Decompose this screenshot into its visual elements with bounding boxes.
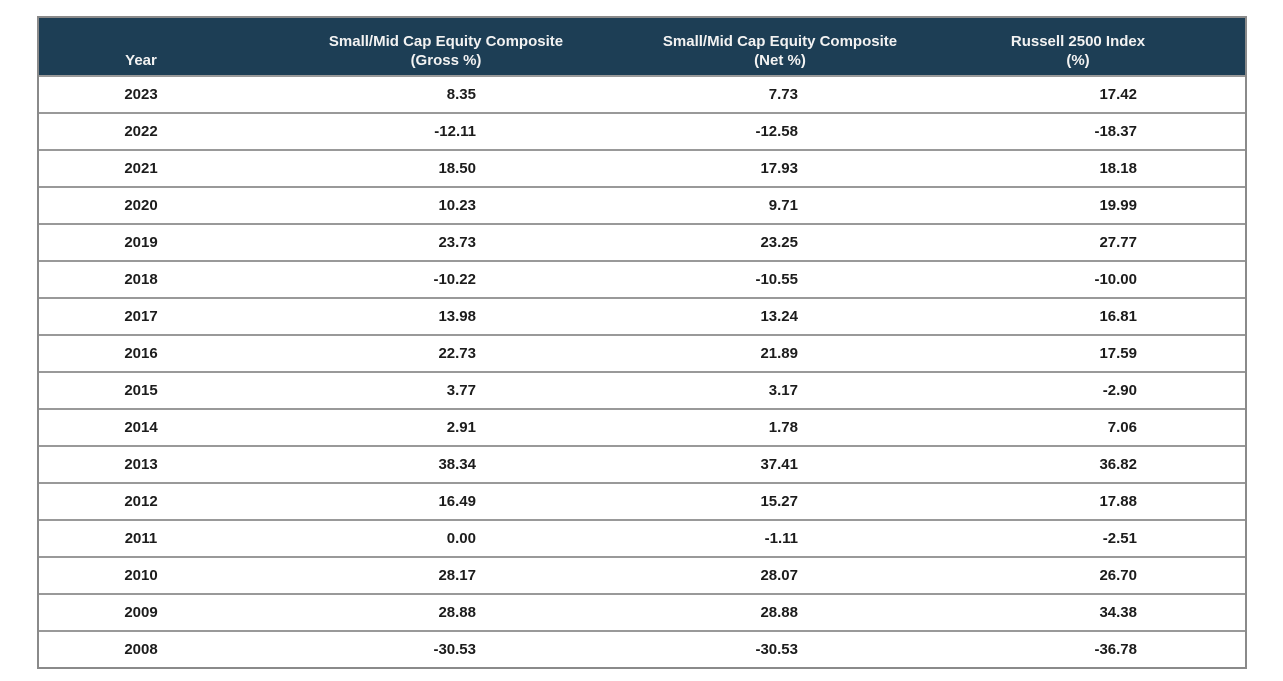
index-return-cell: 26.70 (1099, 567, 1137, 584)
column-header-net: Small/Mid Cap Equity Composite (Net %) (649, 18, 911, 75)
index-return-cell: 19.99 (1099, 197, 1137, 214)
table-row: 2021 18.50 17.93 18.18 (39, 149, 1245, 186)
column-header-year: Year (39, 18, 243, 75)
index-return-cell: -2.51 (1102, 530, 1137, 547)
year-cell: 2010 (124, 567, 158, 584)
table-row: 2010 28.17 28.07 26.70 (39, 556, 1245, 593)
year-cell: 2023 (124, 86, 158, 103)
year-cell: 2012 (124, 493, 158, 510)
gross-return-cell: -30.53 (433, 641, 476, 658)
column-header-line1: Russell 2500 Index (1010, 33, 1146, 50)
index-return-cell: 36.82 (1099, 456, 1137, 473)
net-return-cell: 23.25 (760, 234, 798, 251)
index-return-cell: -18.37 (1094, 123, 1137, 140)
table-row: 2012 16.49 15.27 17.88 (39, 482, 1245, 519)
table-row: 2022 -12.11 -12.58 -18.37 (39, 112, 1245, 149)
table-row: 2023 8.35 7.73 17.42 (39, 75, 1245, 112)
index-return-cell: 27.77 (1099, 234, 1137, 251)
gross-return-cell: 23.73 (438, 234, 476, 251)
gross-return-cell: 8.35 (446, 86, 476, 103)
performance-table: Year Small/Mid Cap Equity Composite (Gro… (37, 16, 1247, 669)
gross-return-cell: 28.17 (438, 567, 476, 584)
table-row: 2018 -10.22 -10.55 -10.00 (39, 260, 1245, 297)
net-return-cell: 7.73 (768, 86, 798, 103)
net-return-cell: 28.88 (760, 604, 798, 621)
net-return-cell: 1.78 (768, 419, 798, 436)
net-return-cell: 37.41 (760, 456, 798, 473)
net-return-cell: 13.24 (760, 308, 798, 325)
index-return-cell: 17.42 (1099, 86, 1137, 103)
net-return-cell: 15.27 (760, 493, 798, 510)
index-return-cell: -2.90 (1102, 382, 1137, 399)
index-return-cell: 34.38 (1099, 604, 1137, 621)
table-row: 2020 10.23 9.71 19.99 (39, 186, 1245, 223)
net-return-cell: 3.17 (768, 382, 798, 399)
year-cell: 2013 (124, 456, 158, 473)
year-cell: 2022 (124, 123, 158, 140)
column-header-line2: Year (125, 52, 157, 69)
year-cell: 2008 (124, 641, 158, 658)
net-return-cell: -12.58 (755, 123, 798, 140)
year-cell: 2017 (124, 308, 158, 325)
index-return-cell: 17.88 (1099, 493, 1137, 510)
net-return-cell: 17.93 (760, 160, 798, 177)
gross-return-cell: 22.73 (438, 345, 476, 362)
net-return-cell: -30.53 (755, 641, 798, 658)
net-return-cell: -1.11 (764, 530, 798, 547)
year-cell: 2019 (124, 234, 158, 251)
table-row: 2017 13.98 13.24 16.81 (39, 297, 1245, 334)
net-return-cell: -10.55 (755, 271, 798, 288)
table-row: 2009 28.88 28.88 34.38 (39, 593, 1245, 630)
net-return-cell: 9.71 (768, 197, 798, 214)
column-header-line2: (Gross %) (410, 52, 482, 69)
gross-return-cell: 38.34 (438, 456, 476, 473)
gross-return-cell: 16.49 (438, 493, 476, 510)
column-header-line1: Small/Mid Cap Equity Composite (662, 33, 898, 50)
gross-return-cell: -12.11 (434, 123, 476, 140)
year-cell: 2014 (124, 419, 158, 436)
table-row: 2016 22.73 21.89 17.59 (39, 334, 1245, 371)
index-return-cell: -36.78 (1094, 641, 1137, 658)
gross-return-cell: 2.91 (446, 419, 476, 436)
column-header-line2: (%) (1066, 52, 1090, 69)
gross-return-cell: 10.23 (438, 197, 476, 214)
year-cell: 2020 (124, 197, 158, 214)
table-row: 2014 2.91 1.78 7.06 (39, 408, 1245, 445)
table-row: 2015 3.77 3.17 -2.90 (39, 371, 1245, 408)
index-return-cell: -10.00 (1094, 271, 1137, 288)
gross-return-cell: 13.98 (438, 308, 476, 325)
gross-return-cell: -10.22 (433, 271, 476, 288)
index-return-cell: 18.18 (1099, 160, 1137, 177)
year-cell: 2016 (124, 345, 158, 362)
year-cell: 2018 (124, 271, 158, 288)
table-header-row: Year Small/Mid Cap Equity Composite (Gro… (39, 18, 1245, 75)
column-header-index: Russell 2500 Index (%) (911, 18, 1245, 75)
net-return-cell: 21.89 (760, 345, 798, 362)
table-row: 2019 23.73 23.25 27.77 (39, 223, 1245, 260)
table-row: 2011 0.00 -1.11 -2.51 (39, 519, 1245, 556)
table-body: 2023 8.35 7.73 17.42 2022 -12.11 -12.58 … (39, 75, 1245, 667)
gross-return-cell: 0.00 (446, 530, 476, 547)
table-row: 2013 38.34 37.41 36.82 (39, 445, 1245, 482)
gross-return-cell: 18.50 (438, 160, 476, 177)
year-cell: 2021 (124, 160, 158, 177)
gross-return-cell: 3.77 (446, 382, 476, 399)
table-row: 2008 -30.53 -30.53 -36.78 (39, 630, 1245, 667)
year-cell: 2015 (124, 382, 158, 399)
year-cell: 2011 (124, 530, 158, 547)
index-return-cell: 17.59 (1099, 345, 1137, 362)
column-header-line2: (Net %) (754, 52, 806, 69)
year-cell: 2009 (124, 604, 158, 621)
column-header-gross: Small/Mid Cap Equity Composite (Gross %) (243, 18, 649, 75)
column-header-line1: Small/Mid Cap Equity Composite (328, 33, 564, 50)
index-return-cell: 16.81 (1099, 308, 1137, 325)
index-return-cell: 7.06 (1107, 419, 1137, 436)
net-return-cell: 28.07 (760, 567, 798, 584)
gross-return-cell: 28.88 (438, 604, 476, 621)
